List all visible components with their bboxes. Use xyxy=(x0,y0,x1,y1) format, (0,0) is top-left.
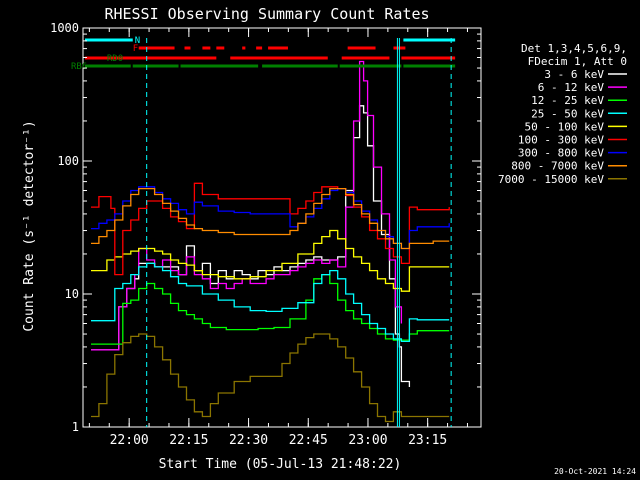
x-tick-label-22-30: 22:30 xyxy=(229,433,268,448)
state-label-rb6: RB6 xyxy=(71,62,87,72)
legend-label-100-300-kev: 100 - 300 keV xyxy=(518,134,604,147)
legend-label-12-25-kev: 12 - 25 keV xyxy=(531,94,604,107)
chart-title: RHESSI Observing Summary Count Rates xyxy=(104,5,429,23)
plot-area: NF RD0 RB6 1 10 100 1000 22:00 22:15 22:30 22:45… xyxy=(50,21,482,448)
legend-label-50-100-kev: 50 - 100 keV xyxy=(525,120,605,133)
legend-label-3-6-kev: 3 - 6 keV xyxy=(544,68,604,81)
legend: Det 1,3,4,5,6,9, FDecim 1, Att 0 3 - 6 k… xyxy=(498,42,627,186)
legend-label-7000-15000-kev: 7000 - 15000 keV xyxy=(498,173,604,186)
x-axis-label: Start Time (05-Jul-13 21:48:22) xyxy=(159,457,402,472)
series-line-12-25-kev xyxy=(91,273,450,345)
footer-date: 20-Oct-2021 14:24 xyxy=(554,467,636,476)
x-tick-label-22-45: 22:45 xyxy=(289,433,328,448)
legend-label-25-50-kev: 25 - 50 keV xyxy=(531,107,604,120)
series-line-800-7000-kev xyxy=(91,187,450,250)
legend-header-line-2: FDecim 1, Att 0 xyxy=(528,55,627,68)
y-tick-label-10: 10 xyxy=(65,287,79,301)
x-tick-label-22-00: 22:00 xyxy=(110,433,149,448)
y-axis-ticks: 1 10 100 1000 xyxy=(50,21,481,434)
series-line-100-300-kev xyxy=(91,182,450,276)
plot-frame xyxy=(82,27,482,428)
y-tick-label-1: 1 xyxy=(72,420,79,434)
series-line-50-100-kev xyxy=(91,229,450,292)
state-label-f: F xyxy=(133,44,138,54)
y-axis-label: Count Rate (s⁻¹ detector⁻¹) xyxy=(22,120,37,331)
series-line-7000-15000-kev xyxy=(91,333,450,423)
state-bars-group: NF RD0 RB6 xyxy=(71,36,456,72)
x-tick-label-22-15: 22:15 xyxy=(169,433,208,448)
y-tick-label-100: 100 xyxy=(57,154,79,168)
state-label-rd0: RD0 xyxy=(107,54,123,64)
x-tick-label-23-15: 23:15 xyxy=(408,433,447,448)
x-axis-ticks: 22:00 22:15 22:30 22:45 23:00 23:15 xyxy=(88,28,468,448)
y-tick-label-1000: 1000 xyxy=(50,21,79,35)
legend-label-6-12-kev: 6 - 12 keV xyxy=(538,81,605,94)
attenuator-lines-group xyxy=(146,38,452,427)
legend-header-line-1: Det 1,3,4,5,6,9, xyxy=(521,42,627,55)
legend-label-300-800-kev: 300 - 800 keV xyxy=(518,147,604,160)
state-label-n: N xyxy=(135,36,140,46)
x-tick-label-23-00: 23:00 xyxy=(348,433,387,448)
legend-label-800-7000-kev: 800 - 7000 keV xyxy=(511,160,604,173)
